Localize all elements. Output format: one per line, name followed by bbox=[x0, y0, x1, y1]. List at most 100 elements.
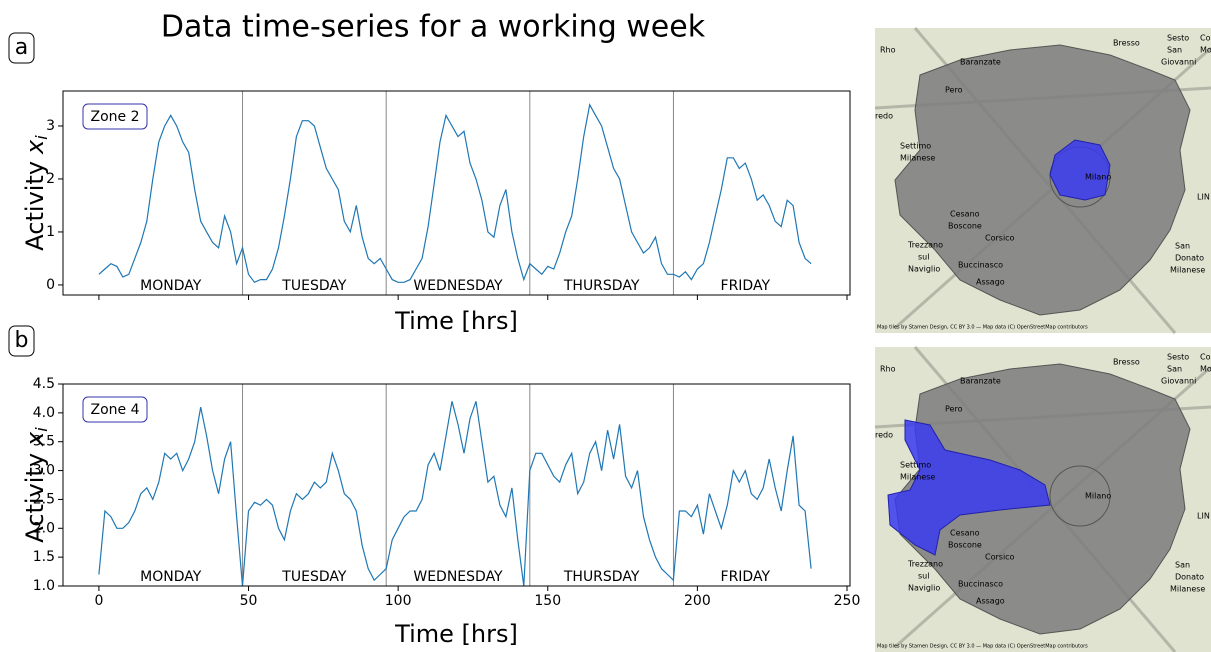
y-tick-label: 3.5 bbox=[33, 434, 55, 450]
map-label: San bbox=[1175, 242, 1190, 251]
panel-label-box bbox=[8, 32, 35, 64]
map-label: LIN bbox=[1197, 193, 1210, 202]
map-label: Assago bbox=[976, 597, 1005, 606]
map-label: Sesto bbox=[1167, 34, 1189, 43]
map-label: Milanese bbox=[1170, 266, 1205, 275]
day-label: THURSDAY bbox=[563, 569, 640, 585]
map-label: Milano bbox=[1085, 173, 1111, 182]
map-label: Map tiles by Stamen Design, CC BY 3.0 — … bbox=[877, 644, 1088, 650]
y-axis-label-text: Activity bbox=[21, 161, 49, 251]
map-label: sul bbox=[918, 253, 929, 262]
map-label: Map tiles by Stamen Design, CC BY 3.0 — … bbox=[877, 325, 1088, 331]
y-tick-label: 2.0 bbox=[33, 520, 55, 536]
map-label: Boscone bbox=[948, 222, 982, 231]
day-label: THURSDAY bbox=[563, 278, 640, 294]
y-axis-label-sub: i bbox=[32, 427, 51, 432]
y-tick-label: 4.0 bbox=[33, 405, 55, 421]
y-axis-label-var: x bbox=[21, 431, 49, 447]
x-tick-label: 250 bbox=[834, 593, 861, 609]
figure-title: Data time-series for a working week bbox=[161, 10, 706, 45]
day-label: FRIDAY bbox=[721, 569, 771, 585]
city-area bbox=[894, 44, 1191, 316]
map-label: Pero bbox=[945, 86, 963, 95]
x-tick-label: 50 bbox=[240, 593, 258, 609]
map-label: Milanese bbox=[1170, 585, 1205, 594]
y-tick-label: 1.5 bbox=[33, 549, 55, 565]
annotation-box bbox=[82, 103, 148, 130]
map-label: Cologno bbox=[1200, 353, 1211, 362]
map-label: Baranzate bbox=[960, 377, 1001, 386]
zone-area bbox=[1049, 139, 1111, 201]
map-label: Cologno bbox=[1200, 34, 1211, 43]
x-tick-label: 200 bbox=[684, 593, 711, 609]
map-label: Rho bbox=[880, 365, 896, 374]
map-label: Corsico bbox=[985, 234, 1015, 243]
data-line bbox=[98, 103, 812, 284]
day-label: TUESDAY bbox=[281, 278, 347, 294]
map-label: San bbox=[1167, 46, 1182, 55]
y-tick-label: 3 bbox=[46, 118, 55, 134]
map-label: Buccinasco bbox=[958, 580, 1003, 589]
map-label: LIN bbox=[1197, 512, 1210, 521]
map-label: Bresso bbox=[1113, 39, 1140, 48]
map-label: redo bbox=[875, 431, 893, 440]
annotation: Zone 2 bbox=[91, 109, 140, 125]
map-label: Buccinasco bbox=[958, 261, 1003, 270]
map-label: redo bbox=[875, 112, 893, 121]
map-label: Bresso bbox=[1113, 358, 1140, 367]
map-label: Naviglio bbox=[908, 584, 940, 593]
map-label: Donato bbox=[1175, 254, 1204, 263]
x-tick-label: 100 bbox=[385, 593, 412, 609]
map-label: sul bbox=[918, 572, 929, 581]
map-label: Donato bbox=[1175, 573, 1204, 582]
y-tick-label: 4.5 bbox=[33, 376, 55, 392]
map-label: Trezzano bbox=[907, 560, 943, 569]
map-label: Corsico bbox=[985, 553, 1015, 562]
x-tick-label: 150 bbox=[534, 593, 561, 609]
y-axis-label-var: x bbox=[21, 139, 49, 155]
map-label: Milanese bbox=[900, 154, 935, 163]
map-label: Sesto bbox=[1167, 353, 1189, 362]
plot-frame bbox=[62, 90, 851, 296]
map-label: Boscone bbox=[948, 541, 982, 550]
map-label: Settimo bbox=[900, 461, 931, 470]
day-label: TUESDAY bbox=[281, 569, 347, 585]
y-tick-label: 1 bbox=[46, 224, 55, 240]
map-label: Trezzano bbox=[907, 241, 943, 250]
y-tick-label: 3.0 bbox=[33, 463, 55, 479]
annotation: Zone 4 bbox=[91, 402, 140, 418]
map-label: Giovanni bbox=[1161, 58, 1196, 67]
map-label: Cesano bbox=[950, 210, 980, 219]
y-axis-label-sub: i bbox=[32, 135, 51, 140]
x-axis-label: Time [hrs] bbox=[394, 307, 518, 335]
y-tick-label: 0 bbox=[46, 277, 55, 293]
day-label: WEDNESDAY bbox=[413, 278, 503, 294]
map-label: Baranzate bbox=[960, 58, 1001, 67]
map-label: Rho bbox=[880, 46, 896, 55]
panel-label-box bbox=[8, 325, 35, 357]
annotation-box bbox=[82, 396, 148, 423]
day-label: WEDNESDAY bbox=[413, 569, 503, 585]
map-label: Monzese bbox=[1200, 46, 1211, 55]
y-tick-label: 2 bbox=[46, 171, 55, 187]
map-label: Giovanni bbox=[1161, 377, 1196, 386]
map-label: Milano bbox=[1085, 492, 1111, 501]
y-axis-label-text: Activity bbox=[21, 453, 49, 543]
day-label: FRIDAY bbox=[721, 278, 771, 294]
x-axis-label: Time [hrs] bbox=[394, 620, 518, 648]
panel-label: b bbox=[15, 328, 29, 353]
map-label: Pero bbox=[945, 405, 963, 414]
map-label: San bbox=[1175, 561, 1190, 570]
plot-frame bbox=[62, 383, 851, 587]
map-label: Milanese bbox=[900, 473, 935, 482]
map-label: Cesano bbox=[950, 529, 980, 538]
map-label: Naviglio bbox=[908, 265, 940, 274]
map-label: San bbox=[1167, 365, 1182, 374]
data-line bbox=[98, 401, 812, 587]
y-axis-label: Activity xi bbox=[21, 135, 51, 251]
y-tick-label: 1.0 bbox=[33, 578, 55, 594]
map-label: Settimo bbox=[900, 142, 931, 151]
map-label: Assago bbox=[976, 278, 1005, 287]
y-tick-label: 2.5 bbox=[33, 491, 55, 507]
